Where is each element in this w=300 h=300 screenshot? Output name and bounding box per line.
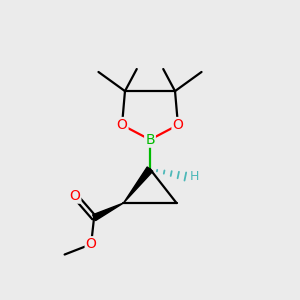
Polygon shape <box>93 203 124 220</box>
Text: H: H <box>190 170 199 183</box>
Text: O: O <box>70 189 80 202</box>
Text: O: O <box>117 118 128 132</box>
Text: O: O <box>86 237 97 251</box>
Text: O: O <box>172 118 183 132</box>
Text: B: B <box>145 133 155 147</box>
Polygon shape <box>124 167 153 203</box>
